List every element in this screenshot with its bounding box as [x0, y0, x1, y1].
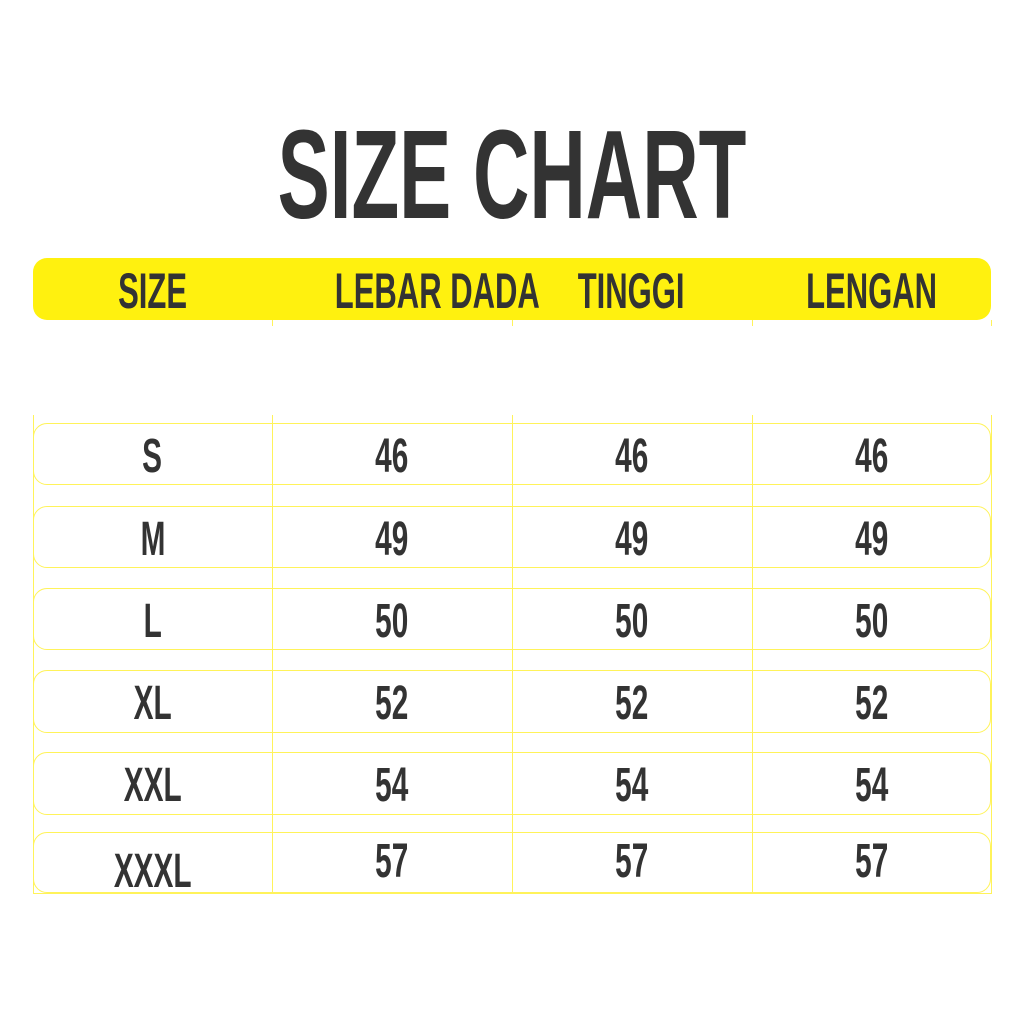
measurement-cell: 57: [272, 833, 511, 891]
cell-text: 57: [374, 835, 409, 888]
table-header: SIZE LEBAR DADA TINGGI LENGAN: [33, 258, 991, 320]
size-cell: L: [33, 589, 272, 655]
cell-text: 49: [614, 513, 649, 566]
measurement-cell: 52: [272, 671, 511, 737]
grid-line: [752, 320, 753, 326]
measurement-cell: 52: [512, 671, 751, 737]
measurement-cell: 57: [752, 833, 991, 891]
cell-text: 57: [854, 835, 889, 888]
cell-text: 52: [854, 677, 889, 730]
cell-text: 49: [854, 513, 889, 566]
measurement-cell: 46: [272, 424, 511, 490]
column-header: LENGAN: [752, 258, 991, 320]
measurement-cell: 54: [752, 753, 991, 819]
cell-text: M: [140, 513, 165, 566]
cell-text: 50: [854, 595, 889, 648]
grid-line: [991, 320, 992, 326]
cell-text: S: [142, 430, 163, 483]
column-header: TINGGI: [512, 258, 751, 320]
measurement-cell: 49: [752, 507, 991, 573]
cell-text: 54: [614, 759, 649, 812]
measurement-cell: 49: [512, 507, 751, 573]
column-header-text: SIZE: [118, 263, 187, 319]
cell-text: 52: [374, 677, 409, 730]
cell-text: 46: [614, 430, 649, 483]
measurement-cell: 54: [512, 753, 751, 819]
chart-title-text: SIZE CHART: [277, 104, 747, 245]
size-cell: M: [33, 507, 272, 573]
measurement-cell: 50: [512, 589, 751, 655]
measurement-cell: 46: [752, 424, 991, 490]
measurement-cell: 57: [512, 833, 751, 891]
measurement-cell: 49: [272, 507, 511, 573]
column-header-text: LEBAR DADA: [334, 263, 540, 319]
grid-line: [752, 415, 753, 894]
cell-text: XL: [133, 677, 172, 730]
grid-line: [512, 320, 513, 326]
cell-text: 52: [614, 677, 649, 730]
cell-text: 57: [614, 835, 649, 888]
cell-text: 54: [374, 759, 409, 812]
cell-text: XXL: [123, 759, 182, 812]
cell-text: 49: [374, 513, 409, 566]
cell-text: 50: [614, 595, 649, 648]
measurement-cell: 50: [752, 589, 991, 655]
measurement-cell: 52: [752, 671, 991, 737]
column-header-text: TINGGI: [578, 263, 685, 319]
measurement-cell: 50: [272, 589, 511, 655]
grid-line: [272, 415, 273, 894]
size-cell: S: [33, 424, 272, 490]
grid-line: [272, 320, 273, 326]
grid-line: [512, 415, 513, 894]
cell-text: 46: [854, 430, 889, 483]
size-cell: XXL: [33, 753, 272, 819]
cell-text: 46: [374, 430, 409, 483]
column-header: SIZE: [33, 258, 272, 320]
grid-line: [991, 415, 992, 894]
cell-text: L: [143, 595, 162, 648]
column-header: LEBAR DADA: [272, 258, 540, 320]
chart-title: SIZE CHART: [0, 112, 1024, 238]
measurement-cell: 54: [272, 753, 511, 819]
measurement-cell: 46: [512, 424, 751, 490]
cell-text: 54: [854, 759, 889, 812]
cell-text: XXXL: [113, 845, 192, 898]
size-cell: XXXL: [33, 833, 272, 911]
size-cell: XL: [33, 671, 272, 737]
column-header-text: LENGAN: [806, 263, 937, 319]
cell-text: 50: [374, 595, 409, 648]
